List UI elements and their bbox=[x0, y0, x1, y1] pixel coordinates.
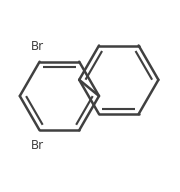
Text: Br: Br bbox=[31, 139, 44, 152]
Text: Br: Br bbox=[31, 40, 44, 53]
